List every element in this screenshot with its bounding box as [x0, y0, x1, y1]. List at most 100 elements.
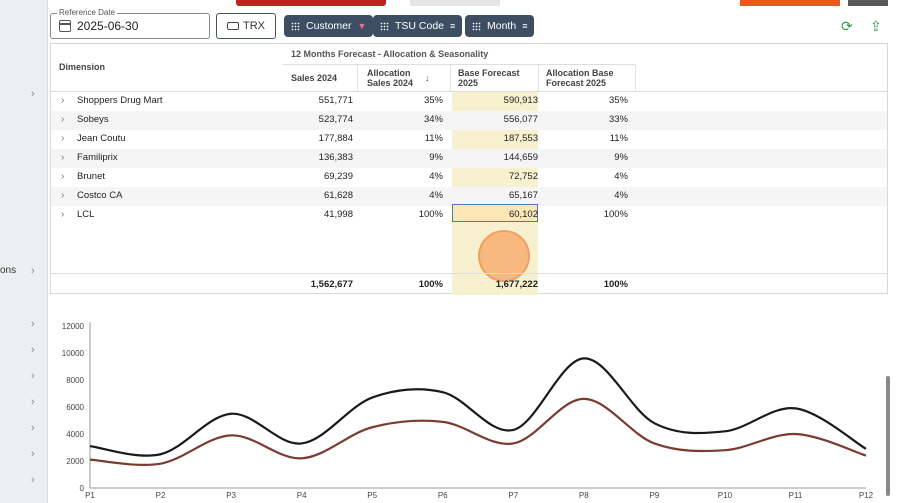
trx-button[interactable]: TRX: [216, 13, 276, 39]
total-allocation-base: 100%: [603, 279, 628, 290]
sort-desc-icon[interactable]: ↓: [425, 73, 430, 83]
row-sales: 136,383: [318, 152, 353, 163]
row-base-forecast[interactable]: 65,167: [508, 190, 538, 201]
expand-chevron-icon[interactable]: ›: [61, 190, 65, 201]
x-tick-label: P10: [718, 491, 733, 500]
header-divider: [51, 91, 887, 92]
refresh-icon[interactable]: ⟳: [841, 18, 853, 34]
export-icon[interactable]: ⇪: [870, 18, 882, 34]
y-tick-label: 0: [80, 484, 85, 493]
row-sales: 41,998: [323, 209, 353, 220]
tsu-code-chip[interactable]: TSU Code ≡: [373, 15, 463, 37]
row-dimension: Jean Coutu: [77, 133, 126, 144]
base-forecast-2025-header[interactable]: Base Forecast 2025: [458, 68, 520, 88]
row-allocation: 11%: [424, 133, 443, 144]
customer-chip-label: Customer: [306, 20, 352, 32]
x-tick-label: P5: [367, 491, 377, 500]
x-tick-label: P9: [649, 491, 659, 500]
x-tick-label: P6: [438, 491, 448, 500]
row-allocation-base: 4%: [614, 190, 628, 201]
table-row[interactable]: › Brunet 69,239 4% 72,752 4%: [51, 168, 887, 187]
allocation-base-forecast-2025-header[interactable]: Allocation Base Forecast 2025: [546, 68, 614, 88]
x-tick-label: P3: [226, 491, 236, 500]
row-allocation-base: 100%: [603, 209, 628, 220]
sales-2024-header[interactable]: Sales 2024: [291, 73, 338, 83]
expand-chevron-icon[interactable]: ›: [61, 171, 65, 182]
reference-date-value[interactable]: 2025-06-30: [77, 19, 139, 33]
sidebar-chevron-icon[interactable]: ›: [31, 88, 35, 100]
total-base-forecast: 1,677,222: [495, 279, 538, 290]
filter-icon[interactable]: ≡: [450, 21, 456, 31]
totals-row: 1,562,677 100% 1,677,222 100%: [51, 276, 887, 294]
tsu-code-chip-label: TSU Code: [395, 20, 445, 32]
expand-chevron-icon[interactable]: ›: [61, 95, 65, 106]
grid-icon: [380, 21, 389, 31]
row-dimension: Costco CA: [77, 190, 123, 201]
table-row[interactable]: › Jean Coutu 177,884 11% 187,553 11%: [51, 130, 887, 149]
sidebar-chevron-icon[interactable]: ›: [31, 448, 35, 460]
y-tick-label: 12000: [62, 322, 85, 331]
table-row[interactable]: › LCL 41,998 100% 60,102 100%: [51, 206, 887, 225]
top-gray-tab[interactable]: [410, 0, 500, 6]
row-base-forecast[interactable]: 144,659: [503, 152, 538, 163]
row-dimension: Shoppers Drug Mart: [77, 95, 163, 106]
row-allocation-base: 33%: [608, 114, 628, 125]
sidebar-chevron-icon[interactable]: ›: [31, 265, 35, 277]
click-indicator: [478, 230, 530, 282]
table-row[interactable]: › Familiprix 136,383 9% 144,659 9%: [51, 149, 887, 168]
grid-icon: [472, 21, 481, 31]
customer-chip[interactable]: Customer ▼: [284, 15, 374, 37]
currency-icon: [227, 22, 239, 30]
expand-chevron-icon[interactable]: ›: [61, 152, 65, 163]
row-allocation: 35%: [423, 95, 443, 106]
month-chip[interactable]: Month ≡: [465, 15, 535, 37]
table-row[interactable]: › Sobeys 523,774 34% 556,077 33%: [51, 111, 887, 130]
sidebar-item-label[interactable]: ons: [0, 265, 17, 276]
row-base-forecast[interactable]: 72,752: [508, 171, 538, 182]
calendar-icon[interactable]: [59, 20, 71, 32]
row-allocation-base: 11%: [609, 133, 628, 144]
forecast-line-chart: 0 2000 4000 6000 8000 10000 12000 P1 P2 P3 P4 P5 P6 P…: [56, 294, 892, 503]
expand-chevron-icon[interactable]: ›: [61, 114, 65, 125]
row-base-forecast[interactable]: 60,102: [508, 209, 538, 220]
sidebar-chevron-icon[interactable]: ›: [31, 396, 35, 408]
filter-icon[interactable]: ≡: [522, 21, 528, 31]
top-dark-button[interactable]: [848, 0, 888, 10]
row-base-forecast[interactable]: 590,913: [503, 95, 538, 106]
main-content: Reference Date 2025-06-30 TRX Customer ▼…: [48, 6, 900, 503]
top-orange-button[interactable]: [740, 0, 840, 10]
sidebar-chevron-icon[interactable]: ›: [31, 422, 35, 434]
table-row[interactable]: › Shoppers Drug Mart 551,771 35% 590,913…: [51, 92, 887, 111]
dimension-header[interactable]: Dimension: [59, 62, 106, 72]
sidebar-chevron-icon[interactable]: ›: [31, 344, 35, 356]
row-allocation-base: 35%: [608, 95, 628, 106]
row-sales: 177,884: [318, 133, 353, 144]
x-tick-label: P7: [508, 491, 518, 500]
left-sidebar: › › ons › › › › › › ›: [0, 0, 48, 503]
grid-icon: [291, 21, 300, 31]
y-tick-label: 4000: [66, 430, 84, 439]
vertical-scrollbar[interactable]: [886, 376, 890, 496]
reference-date-field[interactable]: Reference Date 2025-06-30: [50, 8, 210, 39]
sidebar-chevron-icon[interactable]: ›: [31, 474, 35, 486]
row-allocation: 4%: [429, 190, 443, 201]
chart-svg: 0 2000 4000 6000 8000 10000 12000 P1 P2 P3 P4 P5 P6 P…: [62, 322, 874, 500]
table-row[interactable]: › Costco CA 61,628 4% 65,167 4%: [51, 187, 887, 206]
row-allocation: 4%: [429, 171, 443, 182]
filter-icon[interactable]: ▼: [357, 21, 367, 31]
series-line-1: [89, 357, 867, 457]
row-base-forecast[interactable]: 556,077: [503, 114, 538, 125]
row-base-forecast[interactable]: 187,553: [503, 133, 538, 144]
x-tick-label: P12: [859, 491, 874, 500]
row-dimension: Familiprix: [77, 152, 118, 163]
expand-chevron-icon[interactable]: ›: [61, 209, 65, 220]
selected-cell[interactable]: [452, 204, 538, 222]
allocation-sales-2024-header[interactable]: Allocation Sales 2024: [367, 68, 414, 88]
sidebar-chevron-icon[interactable]: ›: [31, 370, 35, 382]
series-line-2: [89, 397, 867, 466]
forecast-table: 12 Months Forecast - Allocation & Season…: [50, 43, 888, 295]
expand-chevron-icon[interactable]: ›: [61, 133, 65, 144]
top-red-tab[interactable]: [236, 0, 386, 6]
sidebar-chevron-icon[interactable]: ›: [31, 318, 35, 330]
row-sales: 61,628: [323, 190, 353, 201]
